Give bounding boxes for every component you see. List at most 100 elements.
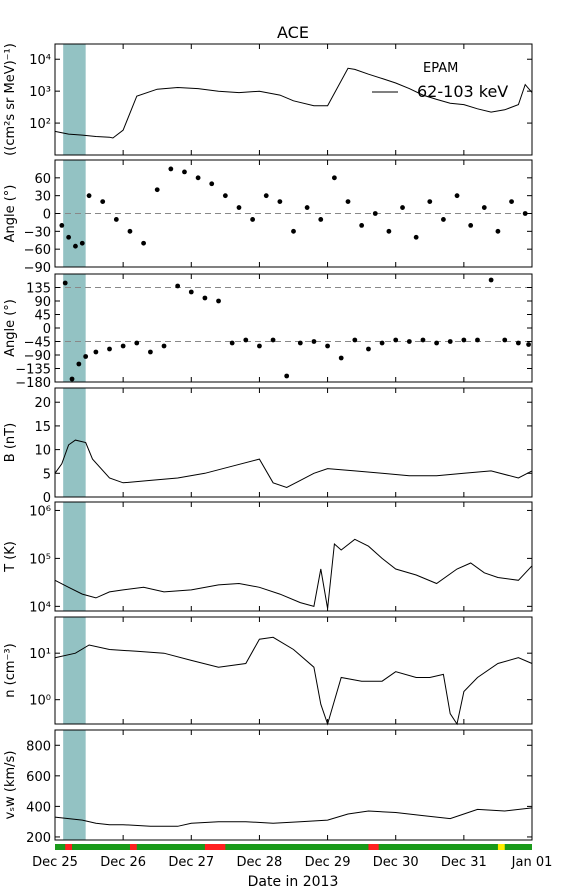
data-point [69, 376, 75, 382]
series-line [54, 807, 533, 827]
y-tick-label: 600 [26, 770, 51, 785]
highlight-band [63, 44, 86, 155]
panel-theta: −90 −60 −30 0 30 60 Angle (°) [3, 159, 533, 276]
x-axis-label: Date in 2013 [248, 874, 339, 890]
x-tick-label: Dec 25 [32, 855, 78, 870]
data-point [318, 217, 324, 222]
y-tick-label: 10⁵ [29, 552, 51, 567]
panel-frame [54, 616, 533, 725]
y-axis-label: Angle (°) [3, 185, 18, 243]
panel-epam: 10² 10³ 10⁴ ((cm²s sr MeV)⁻¹) EPAM 62-103 keV [3, 43, 533, 156]
y-tick-label: 0 [43, 322, 51, 337]
data-point [188, 289, 194, 295]
data-point [304, 205, 310, 210]
status-segment [65, 844, 73, 850]
y-tick-label: −90 [24, 261, 51, 276]
data-point [406, 339, 412, 344]
y-axis-label: vₛw (km/s) [3, 751, 18, 820]
data-point [73, 243, 78, 249]
status-segment [204, 844, 226, 850]
data-point [113, 217, 119, 222]
data-point [345, 199, 351, 205]
panel-t: 10⁴ 10⁵ 10⁶ T (K) [3, 501, 533, 615]
data-point [509, 199, 514, 205]
data-point [413, 234, 419, 240]
data-point [216, 298, 221, 304]
x-tick-label: Dec 27 [168, 855, 214, 870]
data-point [120, 343, 126, 349]
data-point [127, 228, 133, 234]
y-tick-label: 90 [34, 295, 51, 310]
data-point [447, 339, 453, 344]
y-tick-label: −90 [24, 349, 51, 364]
y-tick-label: 0 [43, 491, 51, 506]
y-tick-label: 400 [26, 800, 51, 815]
data-point [270, 337, 276, 343]
legend-entry: 62-103 keV [417, 82, 508, 101]
data-point [386, 228, 392, 234]
data-point [134, 340, 140, 346]
data-point [454, 193, 460, 199]
y-tick-label: −135 [15, 363, 51, 378]
y-tick-label: −180 [15, 376, 51, 391]
y-tick-label: 10¹ [29, 647, 51, 662]
x-tick-label: Dec 26 [100, 855, 146, 870]
data-point [209, 181, 215, 187]
status-segment [497, 844, 505, 850]
data-point [263, 193, 269, 199]
data-point [468, 222, 474, 228]
data-point [236, 205, 242, 210]
y-tick-label: 10⁶ [29, 504, 51, 519]
y-tick-label: 200 [26, 831, 51, 846]
highlight-band [63, 160, 86, 267]
series-line [54, 67, 533, 139]
y-tick-label: 0 [43, 208, 51, 223]
y-tick-label: 10³ [29, 85, 51, 100]
y-axis-label: ((cm²s sr MeV)⁻¹) [3, 43, 18, 156]
data-point [229, 340, 235, 346]
data-point [100, 199, 106, 205]
series-line [54, 538, 533, 609]
y-tick-label: 800 [26, 739, 51, 754]
x-tick-label: Dec 30 [373, 855, 419, 870]
data-point [175, 283, 181, 289]
data-point [257, 343, 262, 349]
panel-frame [54, 273, 533, 383]
panel-frame [54, 43, 533, 156]
data-point [107, 346, 112, 352]
data-point [427, 199, 433, 205]
y-tick-label: 135 [26, 282, 51, 297]
data-point [311, 339, 317, 344]
status-segment [129, 844, 137, 850]
data-point [86, 193, 92, 199]
data-point [202, 295, 208, 301]
data-point [182, 169, 187, 175]
legend-title: EPAM [423, 61, 458, 76]
y-tick-label: −45 [24, 336, 51, 351]
y-tick-label: 10⁰ [29, 694, 51, 709]
data-point [366, 346, 371, 352]
data-point [250, 217, 256, 222]
data-point [161, 343, 167, 349]
y-tick-label: 10⁴ [29, 600, 51, 615]
y-axis-label: T (K) [3, 541, 18, 573]
series-line [54, 439, 533, 489]
y-tick-label: 30 [34, 190, 51, 205]
data-point [372, 211, 378, 216]
data-point [488, 277, 494, 283]
data-point [297, 340, 303, 346]
y-tick-label: 15 [34, 420, 51, 435]
highlight-band [63, 274, 86, 382]
data-point [393, 337, 399, 343]
data-point [141, 240, 146, 246]
y-axis-label: Angle (°) [3, 299, 18, 357]
data-point [481, 205, 487, 210]
data-point [359, 222, 365, 228]
data-point [66, 234, 72, 240]
data-point [502, 337, 508, 343]
data-point [352, 337, 358, 343]
data-point [400, 205, 405, 210]
data-point [76, 361, 82, 367]
data-point [325, 343, 330, 349]
